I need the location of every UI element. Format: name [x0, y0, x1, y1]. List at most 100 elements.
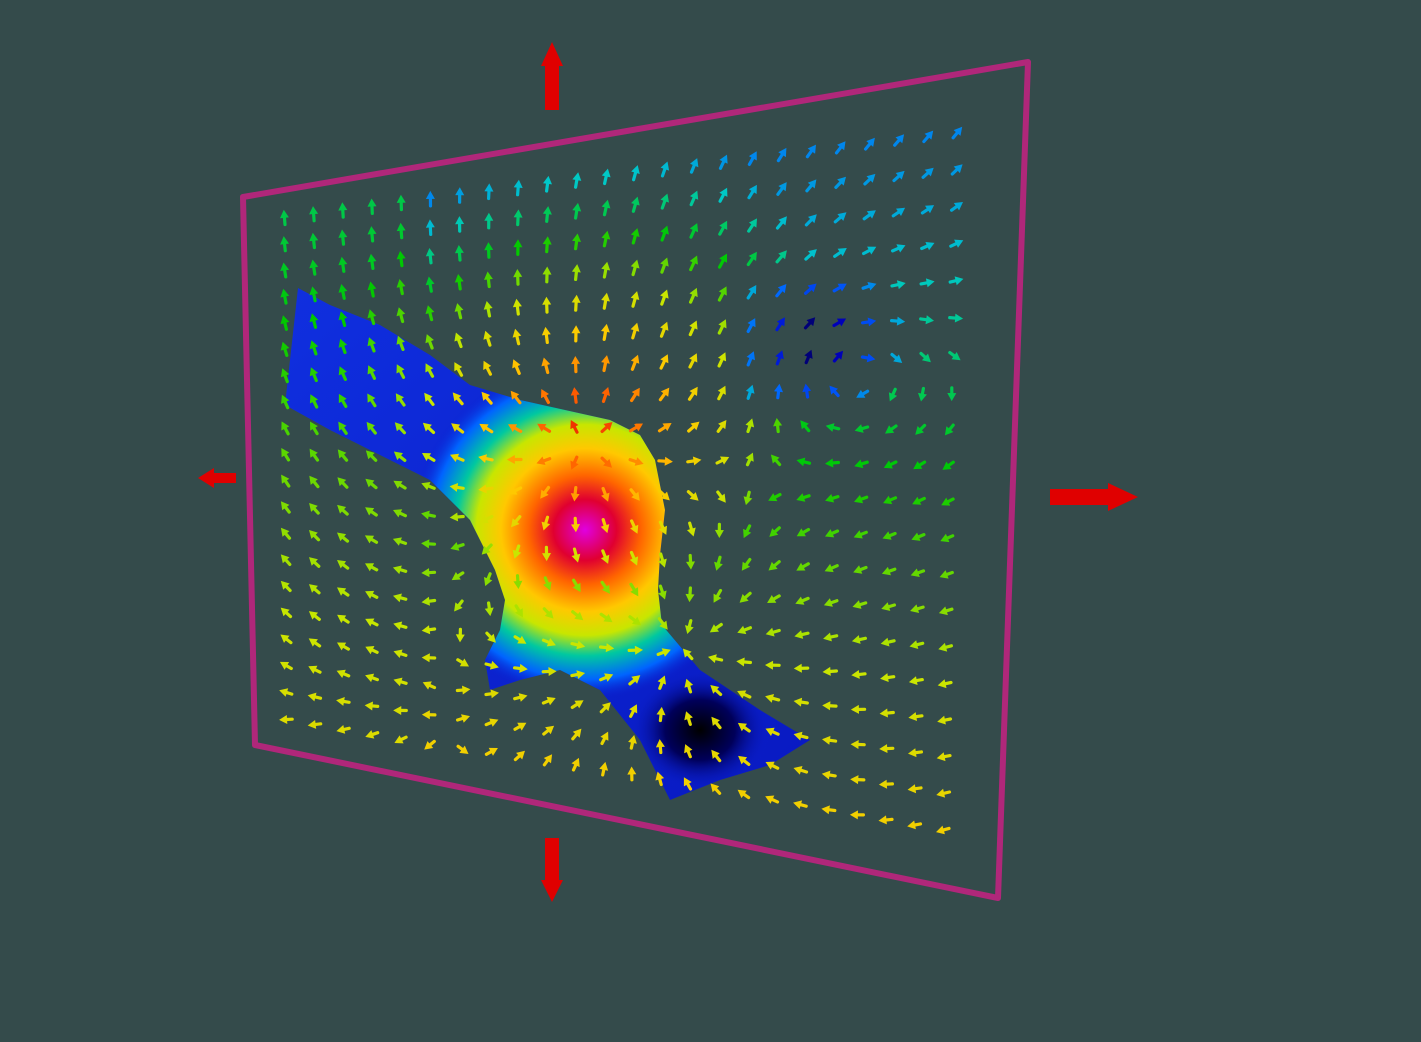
vector-glyph-head [765, 694, 774, 703]
vector-glyph-head [570, 420, 579, 430]
vector-glyph-head [719, 220, 728, 230]
vector-glyph-head [910, 568, 920, 577]
vector-glyph-head [883, 460, 893, 469]
bottom-handle-arrow[interactable] [541, 838, 563, 902]
vector-glyph-head [660, 193, 669, 203]
vector-glyph-head [309, 340, 319, 350]
vector-glyph-head [541, 389, 549, 399]
vector-glyph-head [796, 562, 806, 571]
vector-glyph-head [834, 350, 844, 360]
vector-glyph-head [601, 492, 610, 502]
vector-glyph-head [478, 484, 487, 494]
vector-glyph-head [337, 477, 347, 487]
vector-glyph-head [658, 558, 667, 568]
vector-glyph-head [365, 618, 375, 627]
vector-glyph-head [720, 456, 730, 465]
top-handle-arrow[interactable] [541, 42, 563, 110]
vector-glyph-head [684, 711, 693, 721]
vector-glyph-head [793, 697, 803, 707]
vector-glyph-head [601, 355, 610, 364]
vector-glyph-head [687, 527, 696, 537]
vector-glyph-head [660, 225, 669, 235]
vector-glyph-head [936, 825, 945, 835]
vector-glyph-head [708, 654, 717, 663]
vector-glyph-head [338, 229, 348, 238]
vector-glyph-head [825, 423, 835, 432]
vector-glyph-head [281, 421, 290, 431]
right-handle-arrow[interactable] [1050, 483, 1138, 511]
vector-glyph-head [953, 126, 963, 136]
vector-glyph-head [908, 676, 918, 685]
vector-glyph-head [394, 422, 404, 432]
vector-glyph-head [337, 504, 347, 514]
vector-glyph-head [630, 354, 640, 364]
vector-glyph-head [821, 770, 831, 780]
vector-glyph-head [692, 456, 702, 466]
vector-glyph-head [829, 385, 838, 395]
vector-glyph-head [689, 386, 698, 396]
vector-glyph-head [422, 422, 432, 432]
vector-glyph-head [396, 279, 406, 288]
vector-glyph-head [337, 642, 347, 651]
vector-glyph-head [793, 766, 803, 775]
vector-glyph-head [395, 393, 404, 403]
vector-glyph-head [572, 728, 582, 738]
vector-glyph-head [867, 282, 877, 291]
vector-glyph-head [954, 276, 964, 286]
vector-glyph-head [718, 352, 727, 362]
vector-glyph-head [953, 202, 963, 211]
vector-glyph-head [912, 496, 922, 505]
vector-glyph-head [543, 754, 553, 764]
vector-glyph-head [603, 422, 613, 431]
vector-glyph-head [630, 322, 640, 332]
vector-glyph-head [849, 810, 858, 820]
vector-glyph-head [572, 172, 582, 181]
vector-glyph-head [280, 209, 289, 219]
vector-glyph-head [393, 649, 403, 658]
vector-glyph-head [540, 489, 549, 499]
vector-glyph-head [337, 614, 347, 623]
vector-glyph-head [954, 239, 964, 248]
vector-glyph-head [629, 704, 638, 714]
vector-glyph-head [338, 366, 347, 376]
vector-glyph-head [658, 590, 667, 600]
vector-glyph-head [918, 392, 927, 402]
vector-glyph-head [714, 561, 723, 571]
vector-glyph-head [309, 448, 318, 458]
vector-glyph-head [421, 625, 431, 635]
vector-glyph-head [888, 392, 898, 402]
left-handle-arrow[interactable] [198, 468, 236, 488]
vector-glyph-head [338, 393, 347, 404]
vector-glyph-head [954, 313, 964, 323]
vector-glyph-head [631, 165, 640, 174]
vector-glyph-head [807, 179, 817, 189]
plane-frame[interactable] [240, 59, 1031, 901]
vector-glyph-head [776, 317, 785, 327]
vector-glyph-head [925, 205, 935, 214]
vector-glyph-head [367, 309, 377, 319]
vector-glyph-head [365, 646, 375, 655]
vector-glyph-head [937, 679, 947, 689]
vector-glyph-head [718, 286, 727, 296]
vector-glyph-head [454, 245, 464, 254]
vector-glyph-head [542, 236, 552, 245]
vector-glyph-head [690, 158, 699, 168]
vector-glyph-head [768, 493, 778, 502]
vector-glyph-head [822, 735, 831, 745]
vector-glyph-head [512, 328, 522, 338]
vector-glyph-head [396, 194, 406, 203]
vector-glyph-head [908, 748, 917, 758]
vector-glyph-head [280, 236, 289, 245]
vector-glyph-head [684, 678, 694, 688]
vector-glyph-head [925, 242, 935, 251]
vector-glyph-head [601, 230, 611, 240]
vector-glyph-head [338, 202, 348, 211]
vector-glyph-head [543, 581, 552, 591]
vector-glyph-head [543, 175, 552, 185]
vector-glyph-head [396, 250, 406, 260]
vector-glyph-head [714, 529, 724, 538]
widget-handles[interactable] [198, 42, 1138, 902]
vector-glyph-head [778, 216, 787, 226]
